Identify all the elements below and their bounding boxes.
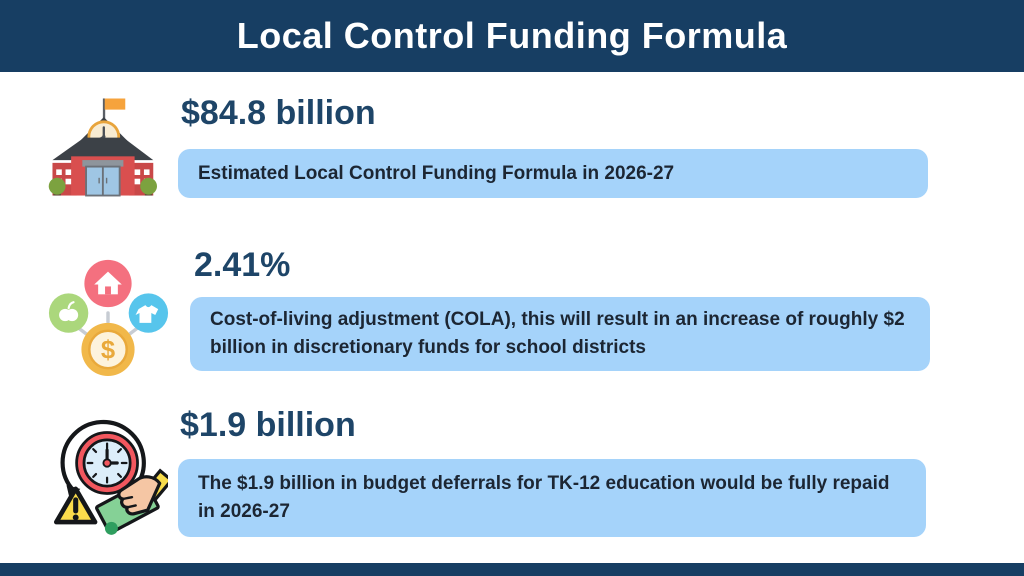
deferred-payment-icon-svg bbox=[54, 419, 174, 535]
stat-cola: 2.41% bbox=[194, 246, 291, 284]
description-text: Cost-of-living adjustment (COLA), this w… bbox=[210, 309, 905, 358]
description-box-lcff-total: Estimated Local Control Funding Formula … bbox=[178, 149, 928, 198]
page-title: Local Control Funding Formula bbox=[236, 15, 788, 56]
stat-lcff-total: $84.8 billion bbox=[181, 94, 376, 132]
description-text: The $1.9 billion in budget deferrals for… bbox=[198, 473, 890, 522]
footer-bar bbox=[0, 563, 1024, 576]
description-box-cola: Cost-of-living adjustment (COLA), this w… bbox=[190, 297, 930, 371]
cost-of-living-icon-svg: $ bbox=[48, 259, 169, 377]
svg-text:$: $ bbox=[101, 336, 115, 364]
stat-deferrals: $1.9 billion bbox=[180, 406, 356, 444]
header-bar: Local Control Funding Formula bbox=[0, 0, 1024, 72]
cost-of-living-icon: $ bbox=[44, 250, 172, 380]
description-text: Estimated Local Control Funding Formula … bbox=[198, 162, 675, 184]
deferred-payment-icon bbox=[48, 413, 174, 537]
description-box-deferrals: The $1.9 billion in budget deferrals for… bbox=[178, 459, 926, 537]
school-icon-svg bbox=[48, 98, 157, 197]
school-icon bbox=[45, 90, 157, 204]
